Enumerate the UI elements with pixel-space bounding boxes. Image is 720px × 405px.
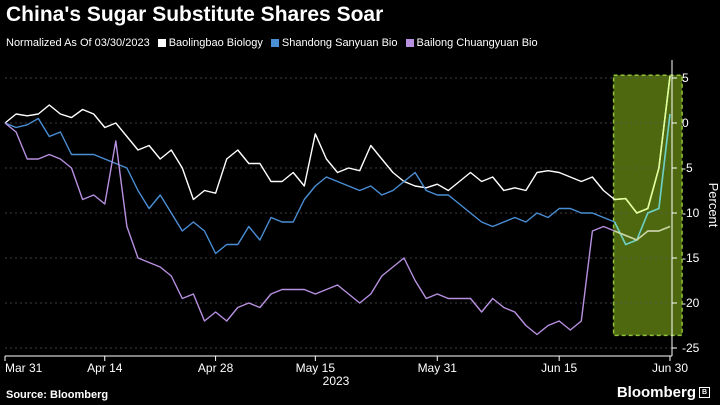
series-highlight-bailong-chuangyuan-bio [614, 225, 671, 241]
legend-item-shandong: Shandong Sanyuan Bio [270, 37, 398, 49]
y-tick-label: -20 [682, 296, 700, 310]
x-tick-label: Jun 15 [541, 361, 577, 375]
legend-swatch-bailong [405, 39, 414, 47]
series-line-baolingbao-biology [4, 76, 671, 214]
x-tick-label: May 31 [418, 361, 458, 375]
legend-item-baolingbao: Baolingbao Biology [157, 37, 263, 49]
series-line-shandong-sanyuan-bio [4, 113, 671, 255]
x-tick-label: Apr 28 [198, 361, 234, 375]
brand-text: Bloomberg [616, 384, 696, 401]
y-tick-label: 0 [682, 116, 689, 130]
y-axis-label: Percent [706, 183, 720, 228]
legend-label-shandong: Shandong Sanyuan Bio [281, 37, 398, 49]
series-highlight-baolingbao-biology [614, 76, 671, 214]
brand-box-icon: B [699, 387, 710, 398]
x-axis-year-label: 2023 [323, 374, 350, 388]
x-tick-label: Jun 30 [652, 361, 688, 375]
legend-label-baolingbao: Baolingbao Biology [168, 37, 263, 49]
y-tick-label: -25 [682, 341, 700, 355]
bloomberg-logo: Bloomberg B [617, 384, 710, 401]
legend-swatch-shandong [270, 39, 279, 47]
y-tick-label: -15 [682, 251, 700, 265]
source-note: Source: Bloomberg [6, 389, 109, 401]
x-tick-label: Mar 31 [5, 361, 43, 375]
chart-title: China's Sugar Substitute Shares Soar [6, 3, 384, 26]
highlight-box [612, 74, 683, 337]
legend-swatch-baolingbao [157, 39, 166, 47]
x-tick-label: May 15 [296, 361, 336, 375]
legend-normalized-note: Normalized As Of 03/30/2023 [6, 37, 150, 49]
legend-label-bailong: Bailong Chuangyuan Bio [416, 37, 538, 49]
y-tick-label: -5 [682, 161, 693, 175]
series-highlight-shandong-sanyuan-bio [613, 113, 671, 246]
series-line-bailong-chuangyuan-bio [4, 122, 671, 336]
y-tick-label: 5 [682, 71, 689, 85]
legend-item-bailong: Bailong Chuangyuan Bio [405, 37, 538, 49]
legend: Normalized As Of 03/30/2023 Baolingbao B… [6, 37, 538, 49]
x-tick-label: Apr 14 [87, 361, 123, 375]
y-tick-label: -10 [682, 206, 700, 220]
